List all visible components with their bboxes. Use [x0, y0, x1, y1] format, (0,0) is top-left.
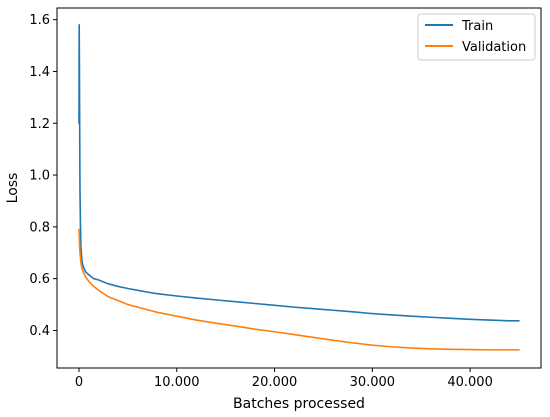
x-tick-label: 20.000 — [252, 375, 298, 390]
y-tick-label: 0.8 — [29, 220, 50, 235]
y-tick-label: 0.6 — [29, 272, 50, 287]
legend: Train Validation — [417, 13, 536, 61]
y-tick-label: 1.0 — [29, 169, 50, 184]
series-line-validation — [78, 228, 520, 351]
series-line-train — [78, 24, 520, 322]
y-axis-ticks: 0.4 0.6 0.8 1.0 1.2 1.4 1.6 — [29, 13, 57, 339]
legend-label-train: Train — [461, 19, 493, 34]
y-axis-label: Loss — [5, 173, 21, 204]
y-tick-label: 1.4 — [29, 65, 50, 80]
series-layer — [78, 24, 520, 351]
x-tick-label: 0 — [75, 375, 83, 390]
x-tick-label: 30.000 — [350, 375, 396, 390]
y-tick-label: 1.6 — [29, 13, 50, 28]
y-tick-label: 1.2 — [29, 117, 50, 132]
x-axis-label: Batches processed — [233, 396, 365, 412]
plot-frame — [56, 7, 542, 369]
y-tick-label: 0.4 — [29, 324, 50, 339]
legend-label-validation: Validation — [462, 40, 526, 55]
x-tick-label: 10.000 — [154, 375, 200, 390]
x-axis-ticks: 0 10.000 20.000 30.000 40.000 — [75, 368, 493, 390]
x-tick-label: 40.000 — [447, 375, 493, 390]
